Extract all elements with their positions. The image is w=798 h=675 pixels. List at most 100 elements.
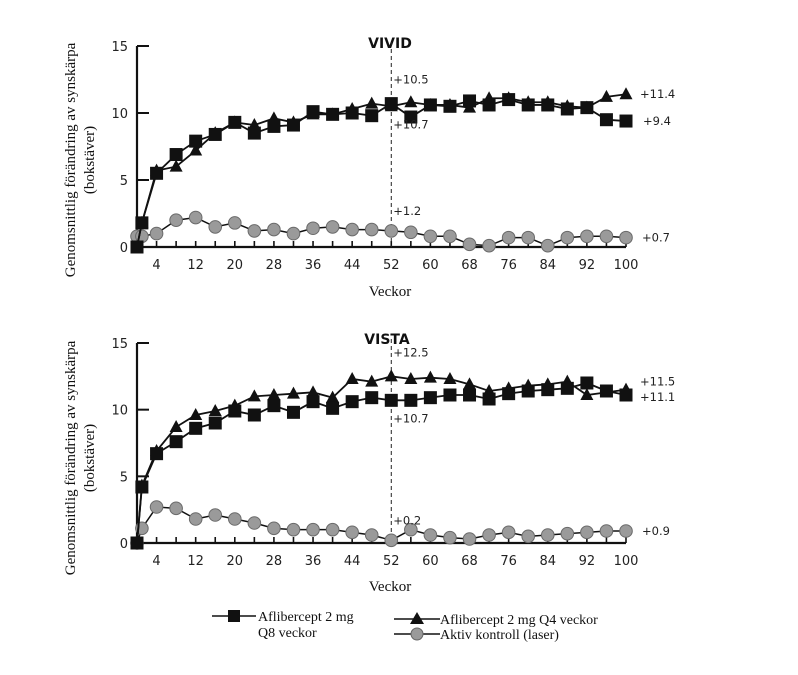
data-point-triangle xyxy=(463,377,477,390)
data-point-triangle xyxy=(306,385,320,398)
data-point-circle xyxy=(208,508,223,522)
data-point-circle xyxy=(306,522,320,537)
x-tick-label: 12 xyxy=(187,258,204,273)
data-point-circle xyxy=(521,230,536,245)
x-tick-label: 44 xyxy=(344,554,361,569)
data-point-circle xyxy=(228,216,242,230)
data-point-square xyxy=(560,102,574,116)
data-point-square xyxy=(150,447,164,461)
data-point-square xyxy=(130,240,144,254)
data-point-triangle xyxy=(247,389,261,402)
data-point-circle xyxy=(384,224,399,238)
data-point-triangle xyxy=(286,386,300,399)
data-point-square xyxy=(365,391,379,405)
data-point-triangle xyxy=(169,420,183,432)
x-tick-label: 60 xyxy=(422,258,439,273)
data-point-circle xyxy=(247,516,262,530)
square-marker-icon xyxy=(228,610,240,622)
data-point-circle xyxy=(325,522,340,537)
x-tick-label: 84 xyxy=(539,258,556,273)
data-point-triangle xyxy=(189,143,203,156)
y-axis-label: Genomsnittlig förändring av synskärpa xyxy=(63,340,79,575)
series-laser xyxy=(130,500,633,550)
data-point-square xyxy=(404,393,418,407)
data-point-square xyxy=(130,536,144,550)
data-point-circle xyxy=(169,501,183,516)
data-point-square xyxy=(580,376,594,390)
data-point-circle xyxy=(267,521,281,536)
data-point-square xyxy=(189,421,203,435)
data-point-circle xyxy=(521,529,536,544)
x-axis-label: Veckor xyxy=(369,579,411,595)
data-point-square xyxy=(541,98,555,112)
y-tick-label: 10 xyxy=(111,404,128,419)
y-tick-label: 10 xyxy=(111,107,128,122)
data-point-square xyxy=(619,114,633,128)
data-point-square xyxy=(463,94,477,108)
data-point-circle xyxy=(619,230,633,245)
data-point-square xyxy=(306,395,320,409)
data-point-circle xyxy=(501,525,516,540)
y-tick-label: 0 xyxy=(120,241,128,256)
chart-vista: VISTA Genomsnittlig förändring av synskä… xyxy=(63,332,675,595)
data-point-square xyxy=(599,384,613,398)
data-point-square xyxy=(443,99,457,113)
data-point-square xyxy=(247,408,261,422)
data-point-square xyxy=(599,113,613,127)
x-tick-label: 4 xyxy=(152,554,160,569)
x-axis-label: Veckor xyxy=(369,284,411,300)
x-tick-label: 84 xyxy=(539,554,556,569)
data-point-circle xyxy=(462,237,477,252)
data-point-circle xyxy=(228,512,242,526)
data-point-triangle xyxy=(267,388,281,400)
data-point-circle xyxy=(540,528,555,542)
data-point-triangle xyxy=(345,372,359,384)
legend: Aflibercept 2 mg Q8 veckor Aflibercept 2… xyxy=(212,610,598,643)
data-point-circle xyxy=(404,225,418,240)
y-tick-label: 5 xyxy=(120,174,128,189)
data-point-circle xyxy=(423,229,438,244)
data-point-square xyxy=(286,405,300,419)
x-tick-label: 12 xyxy=(187,554,204,569)
x-tick-label: 76 xyxy=(500,554,517,569)
legend-label: Aktiv kontroll (laser) xyxy=(440,628,559,643)
data-point-triangle xyxy=(189,408,203,420)
data-point-triangle xyxy=(326,390,340,403)
data-point-circle xyxy=(169,213,183,227)
legend-label: Aflibercept 2 mg Q4 veckor xyxy=(440,613,598,628)
y-axis-label: Genomsnittlig förändring av synskärpa xyxy=(63,42,79,277)
data-point-triangle xyxy=(619,87,633,100)
data-point-square xyxy=(150,166,164,180)
legend-item-q8: Aflibercept 2 mg Q8 veckor xyxy=(212,610,354,641)
data-point-circle xyxy=(482,528,496,542)
data-point-square xyxy=(365,109,379,123)
data-point-square xyxy=(228,404,242,418)
data-point-square xyxy=(482,392,496,406)
data-point-circle xyxy=(286,226,301,241)
x-tick-label: 92 xyxy=(579,258,596,273)
legend-item-laser: Aktiv kontroll (laser) xyxy=(394,627,559,643)
data-point-square xyxy=(345,106,359,120)
data-point-circle xyxy=(247,224,262,238)
chart-title: VISTA xyxy=(364,332,410,348)
data-point-square xyxy=(541,383,555,397)
data-annotation: +11.1 xyxy=(640,390,675,404)
data-point-triangle xyxy=(404,372,418,384)
x-tick-label: 68 xyxy=(461,258,478,273)
data-point-circle xyxy=(580,229,594,244)
chart-vivid: VIVID Genomsnittlig förändring av synskä… xyxy=(63,36,675,300)
series-q4 xyxy=(130,87,633,252)
y-axis-label-unit: (bokstäver) xyxy=(82,126,98,194)
data-point-square xyxy=(345,395,359,409)
data-point-square xyxy=(521,98,535,112)
x-tick-label: 28 xyxy=(266,258,283,273)
data-point-square xyxy=(208,127,222,141)
data-point-circle xyxy=(208,220,223,234)
data-point-triangle xyxy=(580,388,594,400)
x-tick-label: 20 xyxy=(227,258,244,273)
data-point-square xyxy=(384,97,398,111)
data-point-circle xyxy=(364,222,379,237)
data-point-circle xyxy=(540,238,555,253)
data-point-circle xyxy=(404,522,418,537)
